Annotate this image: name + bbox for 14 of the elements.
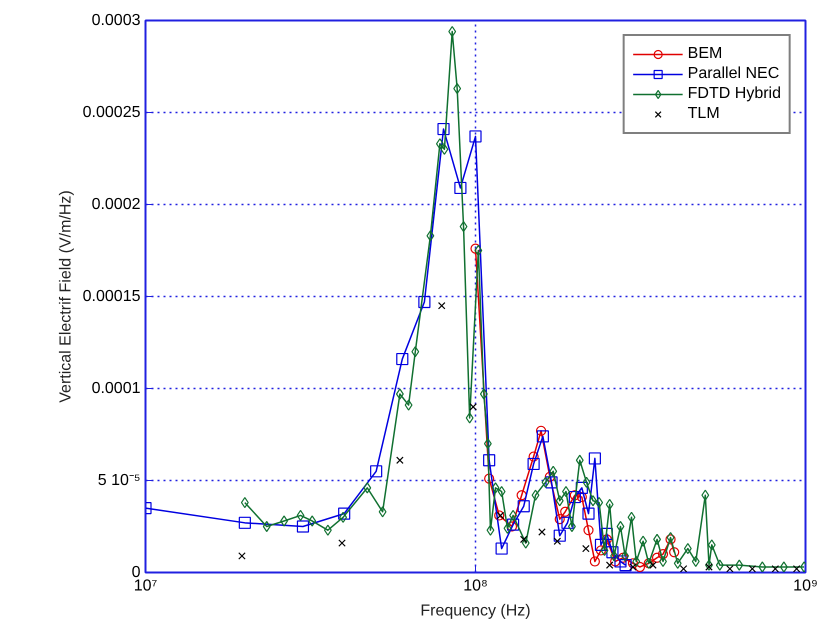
y-tick-label: 0.00025 [82, 104, 141, 121]
legend-label: FDTD Hybrid [688, 85, 781, 103]
x-tick-label: 10⁹ [793, 578, 818, 594]
y-tick-label: 5 10⁻⁵ [98, 472, 141, 489]
legend-label: Parallel NEC [688, 65, 780, 83]
y-tick-label: 0.0003 [92, 12, 141, 29]
x-axis-title: Frequency (Hz) [420, 602, 531, 620]
y-tick-label: 0.00015 [82, 288, 141, 305]
y-tick-label: 0.0002 [92, 196, 141, 213]
legend-label: TLM [688, 105, 720, 123]
y-axis-title: Vertical Electrif Field (V/m/Hz) [58, 190, 75, 403]
legend-label: BEM [688, 45, 722, 63]
x-tick-label: 10⁸ [463, 578, 488, 594]
y-tick-label: 0.0001 [92, 380, 141, 397]
